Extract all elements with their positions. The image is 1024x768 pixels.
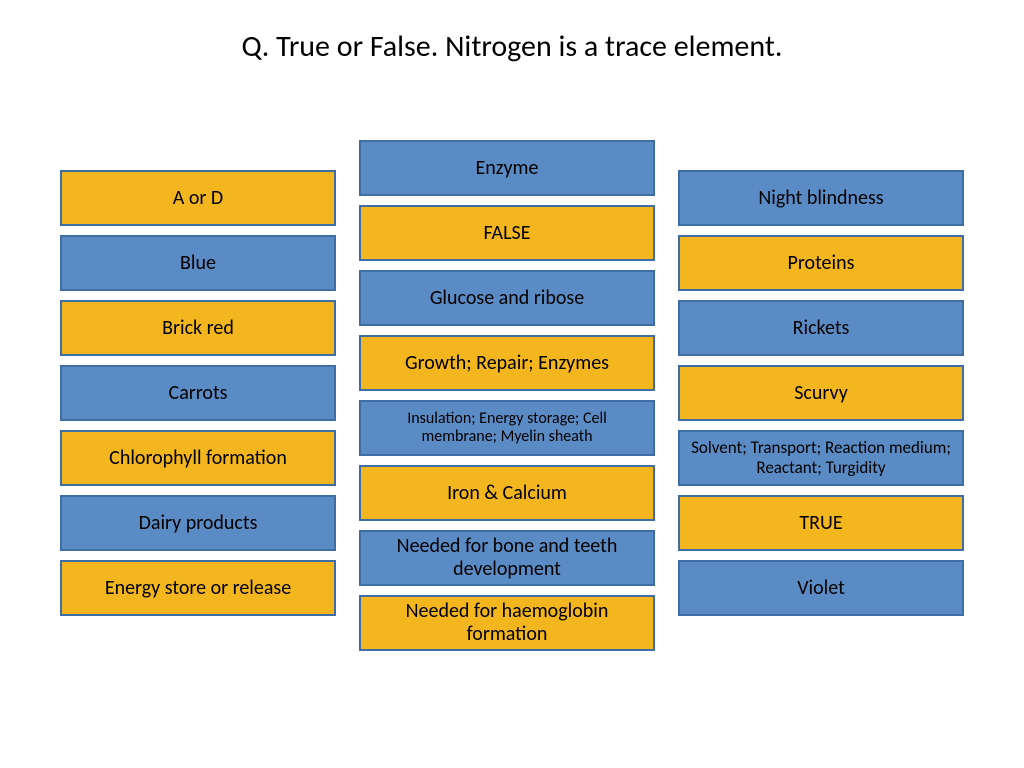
answer-card[interactable]: Enzyme [359, 140, 655, 196]
answer-card[interactable]: Iron & Calcium [359, 465, 655, 521]
column-0: A or D Blue Brick red Carrots Chlorophyll fo… [60, 170, 336, 651]
question-title: Q. True or False. Nitrogen is a trace el… [0, 28, 1024, 65]
columns-container: A or D Blue Brick red Carrots Chlorophyll fo… [60, 140, 964, 651]
answer-card[interactable]: Energy store or release [60, 560, 336, 616]
answer-card[interactable]: Needed for bone and teeth development [359, 530, 655, 586]
answer-card[interactable]: Dairy products [60, 495, 336, 551]
answer-card[interactable]: Chlorophyll formation [60, 430, 336, 486]
answer-card[interactable]: Proteins [678, 235, 964, 291]
answer-card[interactable]: FALSE [359, 205, 655, 261]
answer-card[interactable]: Insulation; Energy storage; Cell membran… [359, 400, 655, 456]
answer-card[interactable]: Needed for haemoglobin formation [359, 595, 655, 651]
answer-card[interactable]: Blue [60, 235, 336, 291]
answer-card[interactable]: Solvent; Transport; Reaction medium; Rea… [678, 430, 964, 486]
column-1: Enzyme FALSE Glucose and ribose Growth; Rep… [359, 140, 655, 651]
answer-card[interactable]: Rickets [678, 300, 964, 356]
answer-card[interactable]: Glucose and ribose [359, 270, 655, 326]
slide: Q. True or False. Nitrogen is a trace el… [0, 0, 1024, 768]
answer-card[interactable]: Violet [678, 560, 964, 616]
answer-card[interactable]: Scurvy [678, 365, 964, 421]
column-2: Night blindness Proteins Rickets Scurvy Solv… [678, 170, 964, 651]
answer-card[interactable]: Brick red [60, 300, 336, 356]
answer-card[interactable]: A or D [60, 170, 336, 226]
answer-card[interactable]: Carrots [60, 365, 336, 421]
answer-card[interactable]: Night blindness [678, 170, 964, 226]
answer-card[interactable]: TRUE [678, 495, 964, 551]
answer-card[interactable]: Growth; Repair; Enzymes [359, 335, 655, 391]
